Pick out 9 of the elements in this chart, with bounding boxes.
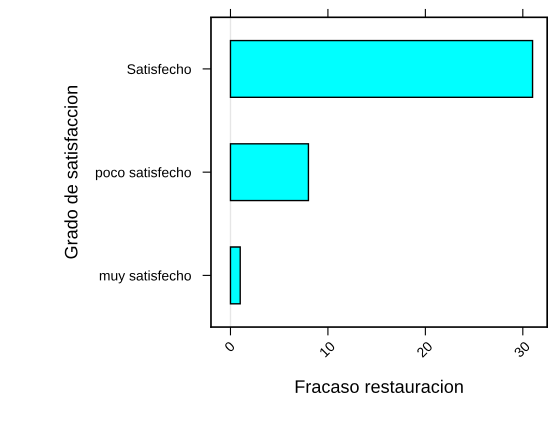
x-tick-label: 10 bbox=[318, 340, 336, 358]
x-axis-title: Fracaso restauracion bbox=[296, 380, 463, 394]
y-axis-title: Grado de satisfaccion bbox=[64, 86, 78, 259]
x-tick-label: 20 bbox=[416, 340, 434, 358]
x-tick-label: 30 bbox=[513, 340, 531, 358]
y-tick-label: poco satisfecho bbox=[96, 167, 191, 180]
y-tick-label: muy satisfecho bbox=[100, 270, 191, 284]
x-tick-label: 0 bbox=[224, 340, 236, 353]
y-tick-label: Satisfecho bbox=[127, 64, 191, 74]
